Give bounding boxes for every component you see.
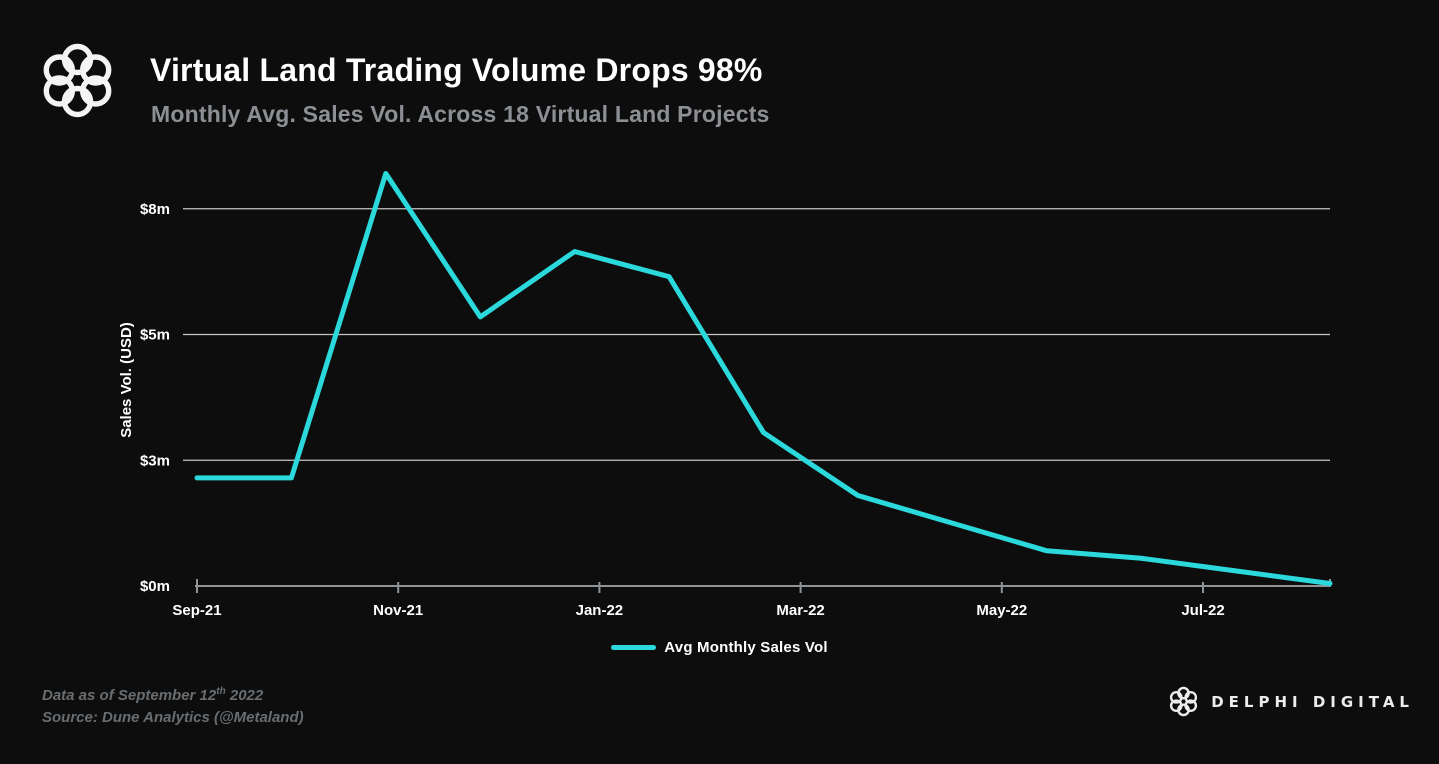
x-tick-label: Nov-21 [373,602,423,619]
brand-lockup: DELPHI DIGITAL [1167,685,1414,718]
y-axis-title: Sales Vol. (USD) [118,322,135,438]
legend-line-swatch [611,645,657,650]
delphi-knot-icon [1170,686,1198,717]
y-tick-label: $5m [140,327,170,344]
x-tick-label: Mar-22 [776,602,824,619]
x-tick-label: May-22 [976,602,1027,619]
x-tick-label: Jul-22 [1181,602,1224,619]
page-subtitle: Monthly Avg. Sales Vol. Across 18 Virtua… [151,101,770,127]
brand-wordmark: DELPHI DIGITAL [1211,692,1414,711]
sales-volume-line [194,171,1333,586]
x-tick-label: Sep-21 [172,602,221,619]
y-tick-label: $3m [140,452,170,469]
y-tick-label: $8m [140,201,170,218]
source-note: Source: Dune Analytics (@Metaland) [42,709,304,726]
x-tick-label: Jan-22 [576,602,624,619]
page-title: Virtual Land Trading Volume Drops 98% [150,52,763,88]
chart-legend: Avg Monthly Sales Vol [0,639,1439,656]
legend-label: Avg Monthly Sales Vol [664,639,828,656]
delphi-knot-logo [43,43,112,118]
data-as-of-note: Data as of September 12th 2022 [42,686,264,704]
y-tick-label: $0m [140,578,170,595]
footer-notes: Data as of September 12th 2022 Source: D… [42,681,304,729]
